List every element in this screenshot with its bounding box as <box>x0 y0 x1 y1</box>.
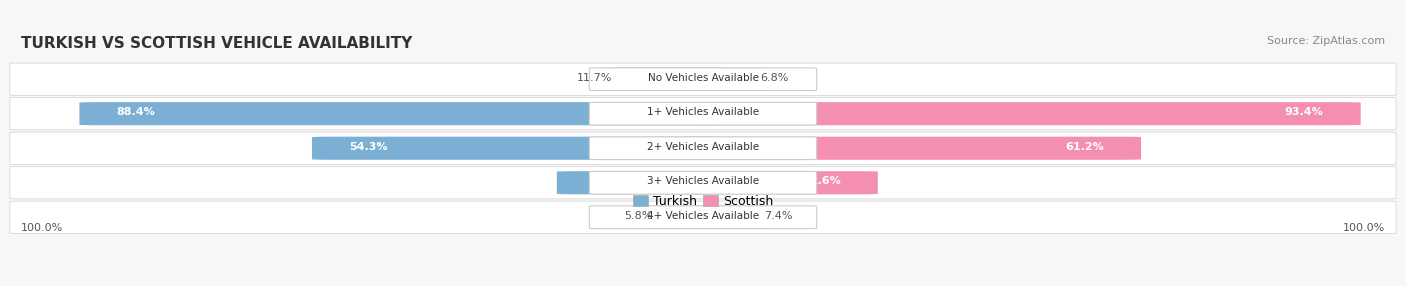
Text: 22.6%: 22.6% <box>801 176 841 186</box>
FancyBboxPatch shape <box>589 206 817 229</box>
Text: 6.8%: 6.8% <box>761 73 789 83</box>
FancyBboxPatch shape <box>79 102 723 125</box>
Text: 3+ Vehicles Available: 3+ Vehicles Available <box>647 176 759 186</box>
Legend: Turkish, Scottish: Turkish, Scottish <box>627 190 779 213</box>
Text: 61.2%: 61.2% <box>1066 142 1104 152</box>
Text: 93.4%: 93.4% <box>1285 107 1323 117</box>
FancyBboxPatch shape <box>683 171 877 194</box>
Text: No Vehicles Available: No Vehicles Available <box>648 73 758 83</box>
FancyBboxPatch shape <box>10 98 1396 130</box>
FancyBboxPatch shape <box>683 206 775 229</box>
Text: 100.0%: 100.0% <box>21 223 63 233</box>
Text: TURKISH VS SCOTTISH VEHICLE AVAILABILITY: TURKISH VS SCOTTISH VEHICLE AVAILABILITY <box>21 36 412 51</box>
Text: 5.8%: 5.8% <box>624 211 652 221</box>
Text: 54.3%: 54.3% <box>349 142 388 152</box>
FancyBboxPatch shape <box>643 206 723 229</box>
FancyBboxPatch shape <box>683 137 1142 160</box>
Text: 2+ Vehicles Available: 2+ Vehicles Available <box>647 142 759 152</box>
FancyBboxPatch shape <box>10 63 1396 95</box>
FancyBboxPatch shape <box>589 171 817 194</box>
FancyBboxPatch shape <box>683 102 1361 125</box>
FancyBboxPatch shape <box>557 171 723 194</box>
FancyBboxPatch shape <box>10 201 1396 233</box>
FancyBboxPatch shape <box>589 102 817 125</box>
Text: Source: ZipAtlas.com: Source: ZipAtlas.com <box>1267 36 1385 46</box>
Text: 1+ Vehicles Available: 1+ Vehicles Available <box>647 107 759 117</box>
Text: 11.7%: 11.7% <box>576 73 612 83</box>
Text: 18.4%: 18.4% <box>595 176 633 186</box>
FancyBboxPatch shape <box>312 137 723 160</box>
Text: 7.4%: 7.4% <box>765 211 793 221</box>
FancyBboxPatch shape <box>589 68 817 91</box>
Text: 88.4%: 88.4% <box>117 107 155 117</box>
FancyBboxPatch shape <box>10 166 1396 199</box>
Text: 100.0%: 100.0% <box>1343 223 1385 233</box>
FancyBboxPatch shape <box>10 132 1396 164</box>
FancyBboxPatch shape <box>683 67 770 91</box>
FancyBboxPatch shape <box>603 67 723 91</box>
FancyBboxPatch shape <box>589 137 817 160</box>
Text: 4+ Vehicles Available: 4+ Vehicles Available <box>647 211 759 221</box>
